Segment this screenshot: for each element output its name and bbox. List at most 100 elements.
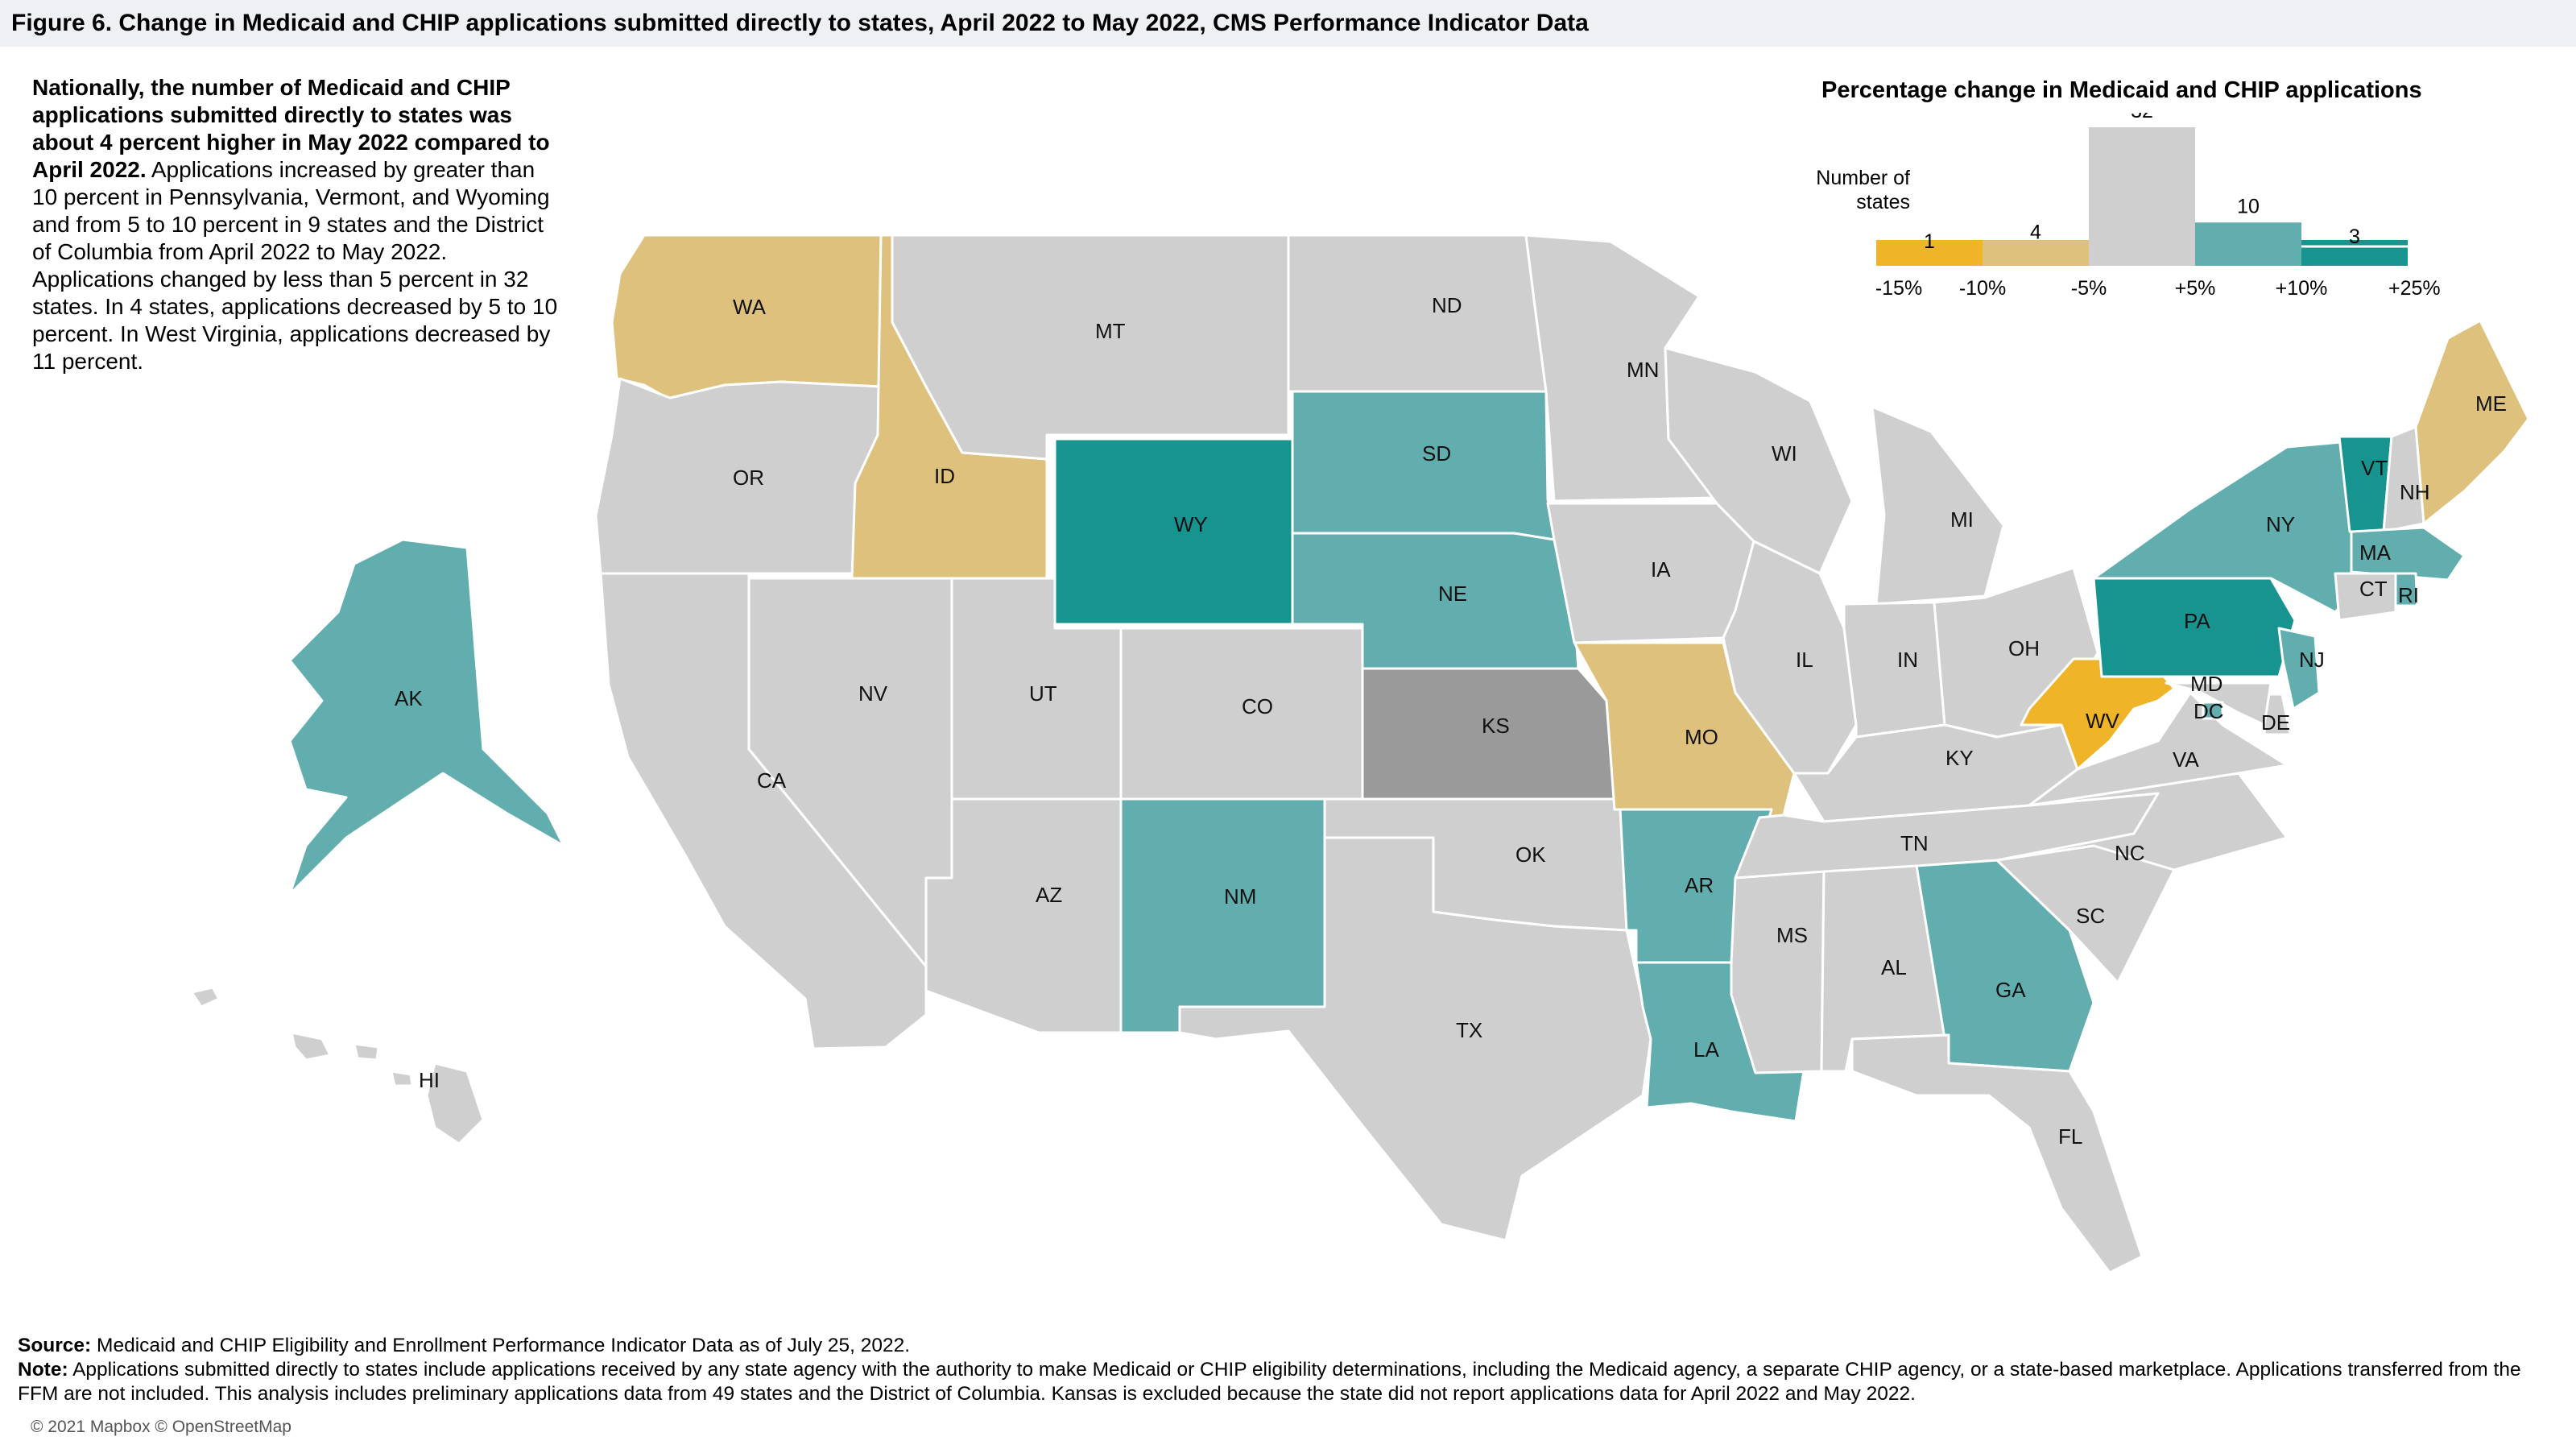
note-text: Applications submitted directly to state… [18,1359,2521,1405]
source-text: Medicaid and CHIP Eligibility and Enroll… [97,1335,911,1356]
note-line: Note: Applications submitted directly to… [18,1358,2562,1406]
state-mi [1871,405,2005,606]
state-label-sd: SD [1422,441,1451,466]
state-ct [2334,572,2397,622]
state-label-fl: FL [2058,1124,2082,1149]
legend-tick-label: -15% [1876,277,1922,300]
state-label-mn: MN [1627,358,1659,382]
state-label-ks: KS [1482,714,1510,738]
hawaii-island-3 [353,1042,380,1062]
state-label-tn: TN [1900,831,1929,855]
state-label-az: AZ [1036,883,1062,907]
state-label-nc: NC [2115,841,2145,865]
state-label-me: ME [2475,391,2507,416]
state-fl [1850,1033,2144,1274]
state-tx [1178,836,1652,1242]
state-label-mo: MO [1685,725,1718,749]
state-me [2414,319,2530,525]
legend-count-label: 3 [2349,226,2360,248]
source-label: Source: [18,1335,92,1356]
state-label-ct: CT [2359,577,2388,601]
summary-body: Applications increased by greater than 1… [32,157,558,374]
state-label-de: DE [2261,710,2290,735]
figure-title: Figure 6. Change in Medicaid and CHIP ap… [11,10,1589,36]
state-label-pa: PA [2184,609,2210,633]
state-label-ok: OK [1515,842,1546,867]
legend-color-swatch [2089,240,2195,266]
state-label-nm: NM [1224,884,1256,909]
legend-color-swatch [2301,240,2408,266]
state-label-dc: DC [2194,699,2224,723]
state-nc [1995,772,2289,871]
state-label-nh: NH [2400,480,2430,504]
state-label-oh: OH [2008,636,2040,660]
hawaii-island-2 [290,1031,332,1062]
state-label-vt: VT [2361,456,2388,480]
state-label-wa: WA [733,295,767,319]
legend-count-label: 32 [2131,113,2153,122]
state-label-id: ID [934,464,955,488]
map-attribution: © 2021 Mapbox © OpenStreetMap [31,1418,292,1436]
state-label-ky: KY [1945,746,1974,770]
state-label-va: VA [2173,747,2199,772]
state-label-ar: AR [1685,873,1714,897]
summary-text: Nationally, the number of Medicaid and C… [32,74,564,375]
state-sd [1291,390,1556,541]
state-label-hi: HI [419,1068,440,1092]
state-label-ma: MA [2359,540,2392,565]
state-nj [2277,627,2321,710]
hawaii-island-4 [390,1070,414,1087]
state-label-nd: ND [1432,293,1462,317]
legend-tick-label: +25% [2388,277,2441,300]
legend-count-label: 10 [2237,195,2260,217]
state-label-ut: UT [1029,681,1057,706]
state-label-or: OR [733,466,764,490]
state-ms [1730,870,1826,1074]
state-label-wv: WV [2086,709,2120,733]
state-label-md: MD [2190,672,2222,696]
legend-tick-label: -5% [2071,277,2107,300]
state-label-mi: MI [1950,507,1974,532]
us-choropleth-map: WA OR CA ID NV MT WY UT AZ CO NM ND SD NE KS OK TX MN IA MO… [190,234,2530,1274]
state-mt [891,234,1290,461]
state-label-il: IL [1796,648,1813,672]
hawaii-island-1 [190,986,221,1008]
state-nd [1287,234,1548,393]
legend-color-swatch [1876,240,1983,266]
legend-count-label: 4 [2030,221,2041,244]
state-label-ny: NY [2266,512,2295,536]
state-az [924,797,1123,1034]
legend-color-swatch [1983,240,2089,266]
legend-tick-label: +5% [2175,277,2216,300]
state-label-in: IN [1897,648,1918,672]
state-label-al: AL [1881,955,1907,979]
state-in [1842,601,1946,739]
state-va [2028,691,2289,807]
title-bar: Figure 6. Change in Medicaid and CHIP ap… [0,0,2576,47]
state-label-ri: RI [2398,583,2419,607]
state-label-sc: SC [2076,904,2105,928]
note-label: Note: [18,1359,68,1381]
state-label-ca: CA [757,768,787,793]
state-ak [288,538,565,896]
legend-title: Percentage change in Medicaid and CHIP a… [1821,77,2422,103]
legend-ylabel: Number of states [1816,167,1910,213]
state-label-tx: TX [1456,1018,1482,1042]
state-label-wy: WY [1174,512,1208,536]
state-hi [425,1062,485,1145]
state-label-ia: IA [1651,557,1671,582]
legend-count-label: 1 [1924,230,1935,253]
state-label-wi: WI [1772,441,1797,466]
state-ma [2350,526,2466,582]
state-label-la: LA [1693,1037,1719,1062]
legend-tick-label: +10% [2276,277,2328,300]
footnotes: Source: Medicaid and CHIP Eligibility an… [18,1334,2562,1406]
state-label-ms: MS [1776,923,1808,947]
summary-bold: Nationally, the number of Medicaid and C… [32,75,550,182]
state-label-ak: AK [395,686,423,710]
state-label-nv: NV [858,681,888,706]
state-label-mt: MT [1095,319,1126,343]
legend-tick-label: -10% [1959,277,2006,300]
state-label-ne: NE [1438,582,1467,606]
state-label-ga: GA [1995,978,2026,1002]
